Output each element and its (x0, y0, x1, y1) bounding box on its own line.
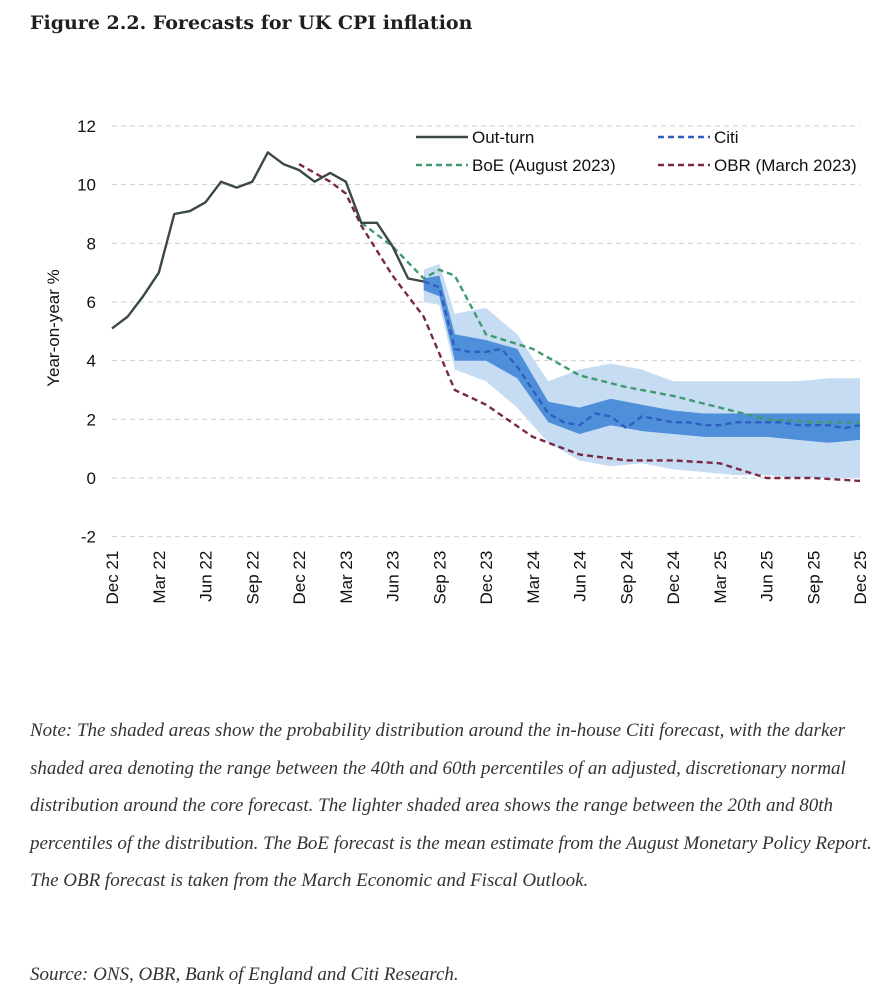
x-tick-label: Jun 23 (384, 551, 403, 602)
y-tick-label: 12 (77, 117, 96, 136)
y-tick-label: 6 (87, 293, 96, 312)
x-tick-label: Jun 24 (571, 551, 590, 602)
x-tick-label: Mar 22 (150, 551, 169, 604)
line-citi (423, 280, 861, 430)
legend-label: Out-turn (472, 128, 534, 147)
x-tick-label: Dec 24 (664, 551, 683, 605)
legend-label: OBR (March 2023) (714, 156, 857, 175)
y-tick-label: 0 (87, 469, 96, 488)
x-tick-label: Dec 23 (477, 551, 496, 605)
y-tick-label: 10 (77, 176, 96, 195)
x-tick-label: Mar 24 (524, 551, 543, 604)
band-20-80 (423, 263, 860, 478)
line-obr (298, 163, 861, 483)
x-tick-label: Sep 23 (430, 551, 449, 605)
y-tick-label: 2 (87, 410, 96, 429)
x-tick-label: Dec 25 (851, 551, 870, 605)
figure-note: Note: The shaded areas show the probabil… (30, 720, 872, 891)
legend-label: Citi (714, 128, 739, 147)
x-tick-label: Mar 23 (337, 551, 356, 604)
y-axis: -2 0 2 4 6 8 10 12 (77, 117, 96, 547)
y-tick-label: -2 (81, 528, 96, 547)
x-tick-label: Dec 21 (103, 551, 122, 605)
forecast-bands (423, 263, 860, 478)
x-tick-label: Jun 25 (758, 551, 777, 602)
x-tick-label: Sep 24 (617, 551, 636, 605)
y-axis-label: Year-on-year % (44, 269, 63, 387)
figure-title: Figure 2.2. Forecasts for UK CPI inflati… (30, 12, 473, 34)
x-tick-label: Dec 22 (290, 551, 309, 605)
figure-source: Source: ONS, OBR, Bank of England and Ci… (30, 964, 459, 985)
line-out-turn (111, 151, 424, 330)
x-tick-label: Sep 22 (243, 551, 262, 605)
y-tick-label: 4 (87, 352, 96, 371)
y-tick-label: 8 (87, 234, 96, 253)
line-boe (360, 221, 860, 424)
x-tick-label: Jun 22 (197, 551, 216, 602)
legend: Out-turn Citi BoE (August 2023) OBR (March … (416, 128, 857, 175)
legend-label: BoE (August 2023) (472, 156, 616, 175)
x-axis: Dec 21 Mar 22 Jun 22 Sep 22 Dec 22 Mar 23 Jun … (103, 551, 870, 605)
x-tick-label: Mar 25 (711, 551, 730, 604)
x-tick-label: Sep 25 (804, 551, 823, 605)
series-lines (111, 151, 861, 483)
